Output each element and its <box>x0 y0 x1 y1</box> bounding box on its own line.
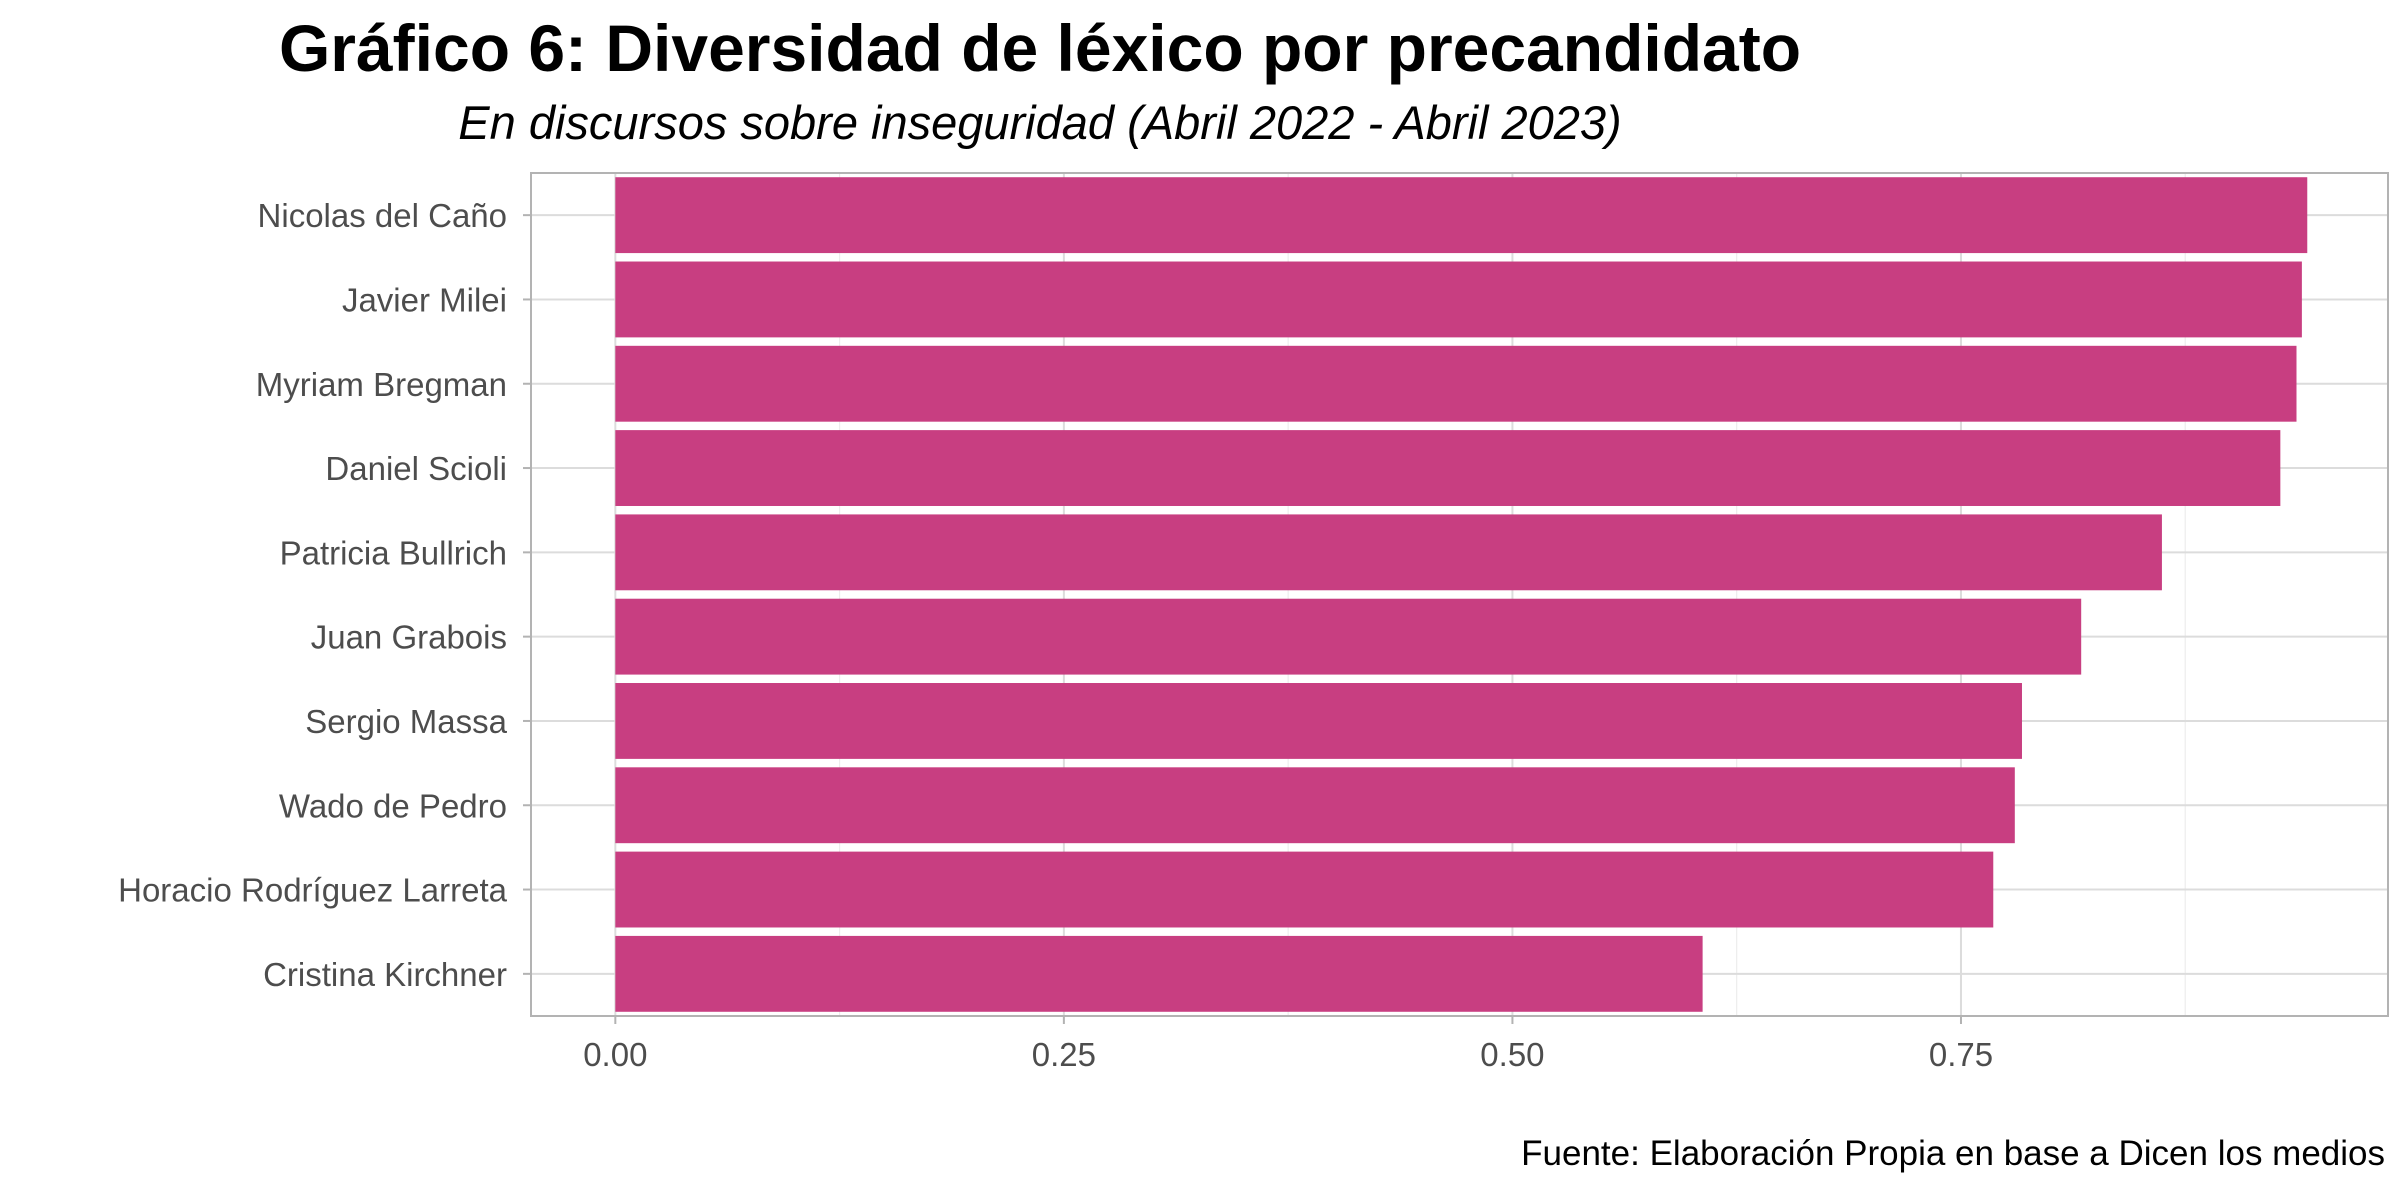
y-tick-label: Cristina Kirchner <box>263 956 507 993</box>
chart-caption: Fuente: Elaboración Propia en base a Dic… <box>1521 1134 2385 1173</box>
x-tick-label: 0.25 <box>1032 1036 1096 1073</box>
bar <box>615 177 2308 254</box>
x-axis: 0.00 0.25 0.50 0.75 <box>583 1016 1993 1073</box>
bar <box>615 935 1703 1012</box>
y-tick-label: Horacio Rodríguez Larreta <box>118 872 508 909</box>
bar <box>615 767 2015 844</box>
bar <box>615 261 2302 338</box>
x-tick-label: 0.50 <box>1480 1036 1544 1073</box>
y-tick-label: Patricia Bullrich <box>280 534 507 571</box>
x-tick-label: 0.75 <box>1929 1036 1993 1073</box>
bar <box>615 345 2297 422</box>
y-tick-label: Wado de Pedro <box>279 787 507 824</box>
chart-subtitle: En discursos sobre inseguridad (Abril 20… <box>458 96 1622 149</box>
y-tick-label: Sergio Massa <box>305 703 507 740</box>
y-axis: Nicolas del Caño Javier Milei Myriam Bregm… <box>118 197 531 993</box>
chart-title: Gráfico 6: Diversidad de léxico por prec… <box>278 11 1802 85</box>
y-tick-label: Juan Grabois <box>311 619 507 656</box>
y-tick-label: Nicolas del Caño <box>258 197 507 234</box>
bar <box>615 430 2281 506</box>
bar <box>615 598 2082 675</box>
bar <box>615 683 2022 759</box>
y-tick-label: Daniel Scioli <box>325 450 507 487</box>
plot-panel-border <box>530 172 2389 1017</box>
bar <box>615 514 2162 591</box>
bar <box>615 851 1994 928</box>
y-tick-label: Javier Milei <box>342 281 507 318</box>
y-tick-label: Myriam Bregman <box>256 366 507 403</box>
x-tick-label: 0.00 <box>583 1036 647 1073</box>
bars <box>615 177 2308 1012</box>
